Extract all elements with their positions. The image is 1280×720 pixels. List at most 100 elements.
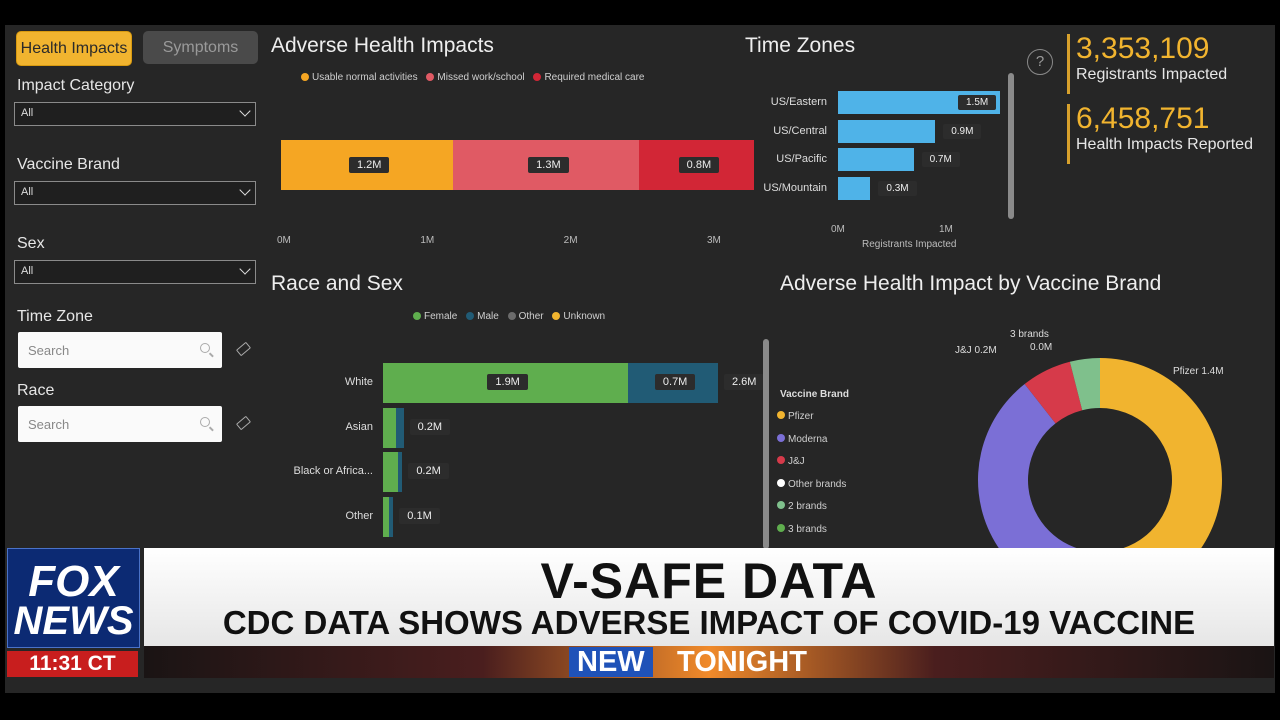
race-category: White (344, 376, 373, 388)
donut-slice-moderna[interactable] (978, 384, 1128, 595)
legend-dot (777, 501, 785, 510)
tz-category: US/Central (773, 124, 827, 137)
axis-tick: 1M (939, 224, 953, 235)
race-sex-title: Race and Sex (271, 272, 403, 295)
data-label: 0.3M (878, 180, 917, 196)
time-zones-scrollbar[interactable] (1008, 73, 1014, 219)
data-label: 0.7M (921, 152, 960, 167)
race-sex-scrollbar[interactable] (763, 339, 769, 549)
kpi-accent (1067, 34, 1070, 94)
tab-health-impacts[interactable]: Health Impacts (16, 31, 132, 66)
axis-tick: 2M (563, 235, 578, 246)
bar-us-pacific[interactable] (838, 148, 914, 171)
data-label: 1.3M (528, 157, 569, 173)
new-tag: NEW (569, 647, 653, 677)
legend-dot (301, 73, 309, 81)
legend-other-brands: Other brands (788, 478, 847, 490)
time-zones-title: Time Zones (745, 34, 856, 57)
tonight-text: TONIGHT (677, 646, 807, 678)
race-sex-chart: White Asian Black or Africa... Other 1.9… (275, 363, 765, 553)
donut-slice-3-brands[interactable] (1069, 358, 1100, 411)
sex-value: All (21, 265, 34, 277)
impact-category-label: Impact Category (17, 77, 135, 94)
legend-dot (777, 478, 785, 487)
three-brands-annotation: 3 brands (1010, 329, 1049, 340)
data-label: 0.8M (678, 157, 720, 173)
data-label-total: 2.6M (724, 374, 765, 390)
legend-item: Pfizer (777, 406, 846, 429)
legend-dot (777, 523, 785, 532)
donut-slice-pfizer[interactable] (1100, 358, 1223, 595)
legend-item: 3 brands (777, 519, 846, 542)
race-search-input[interactable]: Search (18, 406, 222, 442)
bar-male[interactable] (398, 452, 403, 492)
kpi-registrants-label: Registrants Impacted (1076, 66, 1228, 83)
kpi-accent (1067, 104, 1070, 164)
bar-us-mountain[interactable] (838, 176, 871, 200)
legend-dot (777, 433, 785, 442)
race-category: Asian (345, 420, 373, 433)
legend-pfizer: Pfizer (788, 411, 814, 422)
kpi-registrants: 3,353,109 Registrants Impacted (1067, 32, 1228, 94)
legend-usable: Usable normal activities (312, 72, 418, 83)
brand-donut-chart (978, 358, 1223, 595)
bar-male[interactable] (395, 407, 404, 448)
race-sex-legend: Female Male Other Unknown (407, 311, 605, 322)
time-zone-search-input[interactable]: Search (18, 332, 222, 368)
bar-female[interactable] (383, 407, 396, 448)
impact-category-dropdown[interactable]: All (14, 102, 256, 126)
tab-symptoms[interactable]: Symptoms (143, 31, 258, 64)
logo-text-news: NEWS (13, 599, 134, 643)
vaccine-brand-value: All (21, 186, 34, 198)
data-label-total: 0.1M (399, 507, 440, 524)
legend-dot (466, 312, 475, 320)
adverse-health-legend: Usable normal activities Missed work/sch… (295, 72, 645, 83)
donut-slice-j-j[interactable] (1024, 361, 1083, 424)
time-zone-label: Time Zone (17, 308, 93, 325)
eraser-icon[interactable] (235, 415, 252, 431)
legend-moderna: Moderna (788, 433, 828, 445)
clock: 11:31 CT (7, 651, 138, 677)
axis-tick: 3M (707, 235, 721, 246)
tz-category: US/Pacific (776, 153, 827, 165)
kpi-health-impacts-label: Health Impacts Reported (1076, 136, 1253, 153)
legend-dot (426, 73, 435, 81)
data-label: 1.5M (958, 95, 997, 110)
legend-dot (533, 73, 542, 81)
eraser-icon[interactable] (235, 341, 252, 357)
brand-legend: Pfizer Moderna J&J Other brands 2 brands… (777, 406, 846, 542)
chyron-headline: V-SAFE DATA (540, 553, 878, 609)
kpi-registrants-value: 3,353,109 (1076, 32, 1210, 65)
legend-dot (777, 456, 785, 465)
pfizer-annotation: Pfizer 1.4M (1173, 366, 1224, 377)
data-label: 0.9M (943, 123, 982, 139)
adverse-health-bar: 1.2M 1.3M 0.8M (281, 140, 754, 190)
vaccine-brand-label: Vaccine Brand (17, 156, 120, 173)
brand-title: Adverse Health Impact by Vaccine Brand (780, 272, 1162, 295)
data-label-total: 0.2M (409, 418, 451, 435)
legend-dot (552, 312, 561, 320)
bar-male[interactable] (389, 496, 394, 537)
data-label: 1.2M (349, 157, 390, 173)
kpi-health-impacts: 6,458,751 Health Impacts Reported (1067, 102, 1253, 164)
help-icon[interactable]: ? (1027, 49, 1053, 75)
sex-dropdown[interactable]: All (14, 260, 256, 284)
race-category: Other (345, 509, 373, 522)
bar-female[interactable] (383, 496, 390, 537)
time-zone-search-placeholder: Search (28, 343, 70, 358)
vaccine-brand-dropdown[interactable]: All (14, 181, 256, 205)
adverse-health-title: Adverse Health Impacts (271, 34, 494, 57)
bar-female[interactable] (383, 452, 399, 492)
brand-legend-title: Vaccine Brand (780, 389, 849, 400)
fox-news-logo: FOX NEWS (7, 548, 140, 648)
legend-unknown: Unknown (563, 311, 606, 322)
axis-tick: 0M (277, 235, 291, 246)
legend-missed: Missed work/school (437, 72, 525, 83)
legend-jj: J&J (788, 456, 805, 468)
axis-tick: 0M (831, 224, 845, 235)
legend-3-brands: 3 brands (788, 523, 827, 535)
race-label: Race (17, 382, 55, 399)
legend-other: Other (518, 311, 544, 322)
legend-female: Female (424, 311, 458, 322)
bar-us-central[interactable] (838, 119, 936, 143)
